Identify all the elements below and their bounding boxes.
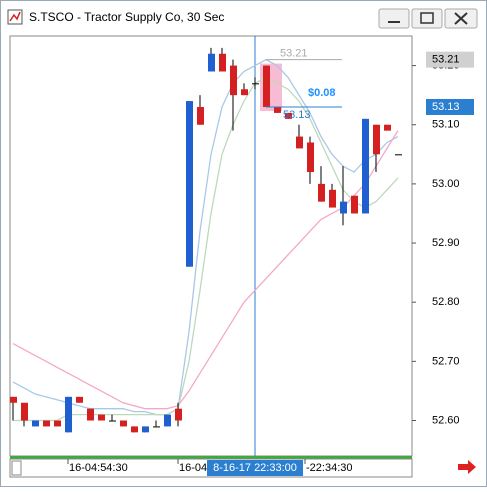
x-tick-label: 16-04:54:30 [69,462,128,474]
crosshair-time-box [207,460,303,476]
measure-end-label: 53.13 [283,109,311,121]
close-button[interactable] [444,8,478,29]
y-tick-label: 52.80 [432,296,460,308]
candle-body [296,136,303,149]
candle-body [131,426,138,433]
candle-body [120,420,127,427]
plot-area [9,35,413,457]
candle-body [307,142,314,173]
y-tick-label: 52.60 [432,414,460,426]
candle-body [175,408,182,421]
moving-average-line [12,130,399,410]
candle-body [153,426,160,428]
window-title: S.TSCO - Tractor Supply Co, 30 Sec [29,10,224,24]
moving-average-line [13,76,399,422]
candle-body [274,106,281,113]
candle-body [186,101,193,267]
candle-body [65,396,72,433]
candle-body [54,420,61,427]
price-tag [426,51,474,68]
app-icon-glyph [9,11,21,22]
candle-body [285,112,292,119]
candle-body [32,420,39,427]
y-tick-label: 52.70 [432,355,460,367]
candle-body [219,53,226,72]
y-tick-label: 53.10 [432,119,460,131]
price-tag [426,98,474,115]
candle-body [87,408,94,421]
measure-start-label: 53.21 [280,48,308,60]
candle-body [384,124,391,131]
measure-change-label: $0.08 [308,87,336,99]
scroll-right-arrow[interactable] [458,460,476,474]
minimize-button[interactable] [378,8,410,29]
candle-body [230,65,237,96]
x-tick-label: 16-04 [179,462,207,474]
candle-body [395,154,402,156]
candle-body [164,414,171,427]
candle-body [208,53,215,72]
candle-body [351,195,358,214]
candle-body [109,420,116,422]
price-tag-label: 53.21 [432,54,460,66]
x-tick-label: -22:34:30 [306,462,352,474]
candle-body [263,65,270,107]
y-tick-label: 53.00 [432,178,460,190]
candle-body [43,420,50,427]
price-tag-label: 53.13 [432,101,460,113]
candle-body [98,414,105,421]
candle-body [197,106,204,125]
y-tick-label: 52.90 [432,237,460,249]
time-strip [10,456,412,459]
candle-body [10,396,17,403]
candle-body [340,201,347,214]
scroll-box[interactable] [11,460,22,476]
candle-body [318,183,325,202]
candle-body [21,402,28,421]
crosshair-time-label: 8-16-17 22:33:00 [213,462,297,474]
moving-average-line [12,58,399,416]
candle-body [142,426,149,433]
candle-body [241,89,248,96]
candle-body [76,396,83,403]
maximize-button[interactable] [411,8,443,29]
candle-body [329,189,336,208]
candle-body [362,118,369,214]
candle-body [252,83,259,85]
candle-body [373,124,380,155]
